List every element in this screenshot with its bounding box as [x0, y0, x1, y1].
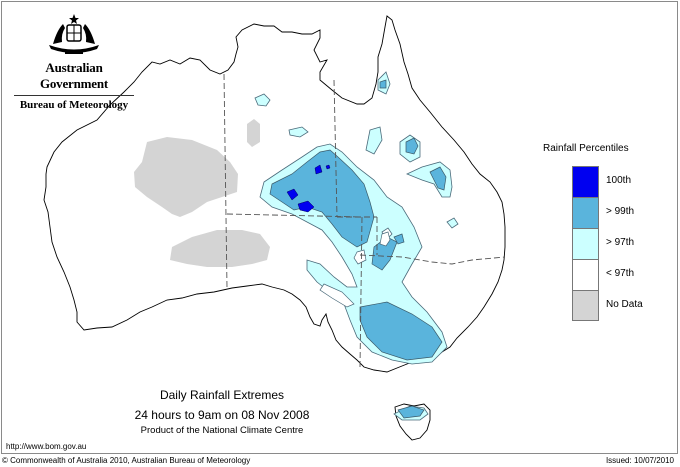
website-link[interactable]: http://www.bom.gov.au — [6, 442, 87, 451]
legend-swatch — [572, 166, 599, 197]
percentile-100-regions — [286, 164, 331, 213]
legend-label: > 97th — [606, 237, 635, 248]
legend-swatch — [572, 228, 599, 259]
state-borders — [223, 73, 506, 368]
legend-swatch — [572, 290, 599, 321]
map-period: 24 hours to 9am on 08 Nov 2008 — [134, 408, 310, 422]
issued-date: Issued: 10/07/2010 — [605, 456, 674, 465]
legend-item-100th: 100th — [572, 166, 680, 197]
copyright-notice: © Commonwealth of Australia 2010, Austra… — [2, 456, 251, 465]
percentile-99-regions — [269, 79, 447, 419]
legend-label: No Data — [606, 299, 643, 310]
map-title: Daily Rainfall Extremes — [159, 388, 285, 402]
legend-label: < 97th — [606, 268, 635, 279]
legend-item-97th: > 97th — [572, 228, 680, 259]
coat-of-arms-icon — [49, 14, 99, 54]
legend-label: > 99th — [606, 206, 635, 217]
legend-title: Rainfall Percentiles — [543, 143, 629, 154]
legend-swatch — [572, 197, 599, 228]
legend: 100th > 99th > 97th < 97th No Data — [572, 166, 680, 321]
legend-item-99th: > 99th — [572, 197, 680, 228]
agency-logo: Australian Government Bureau of Meteorol… — [12, 12, 136, 111]
map-frame: Australian Government Bureau of Meteorol… — [1, 1, 678, 454]
legend-item-no-data: No Data — [572, 290, 680, 321]
legend-swatch — [572, 259, 599, 290]
below-97-holes — [319, 231, 391, 308]
org-primary-name: Australian Government — [39, 60, 109, 91]
org-secondary-name: Bureau of Meteorology — [19, 99, 129, 111]
logo-divider — [14, 95, 134, 96]
legend-label: 100th — [606, 175, 632, 186]
legend-item-below-97th: < 97th — [572, 259, 680, 290]
map-product-note: Product of the National Climate Centre — [140, 425, 304, 436]
rainfall-map — [43, 15, 506, 441]
